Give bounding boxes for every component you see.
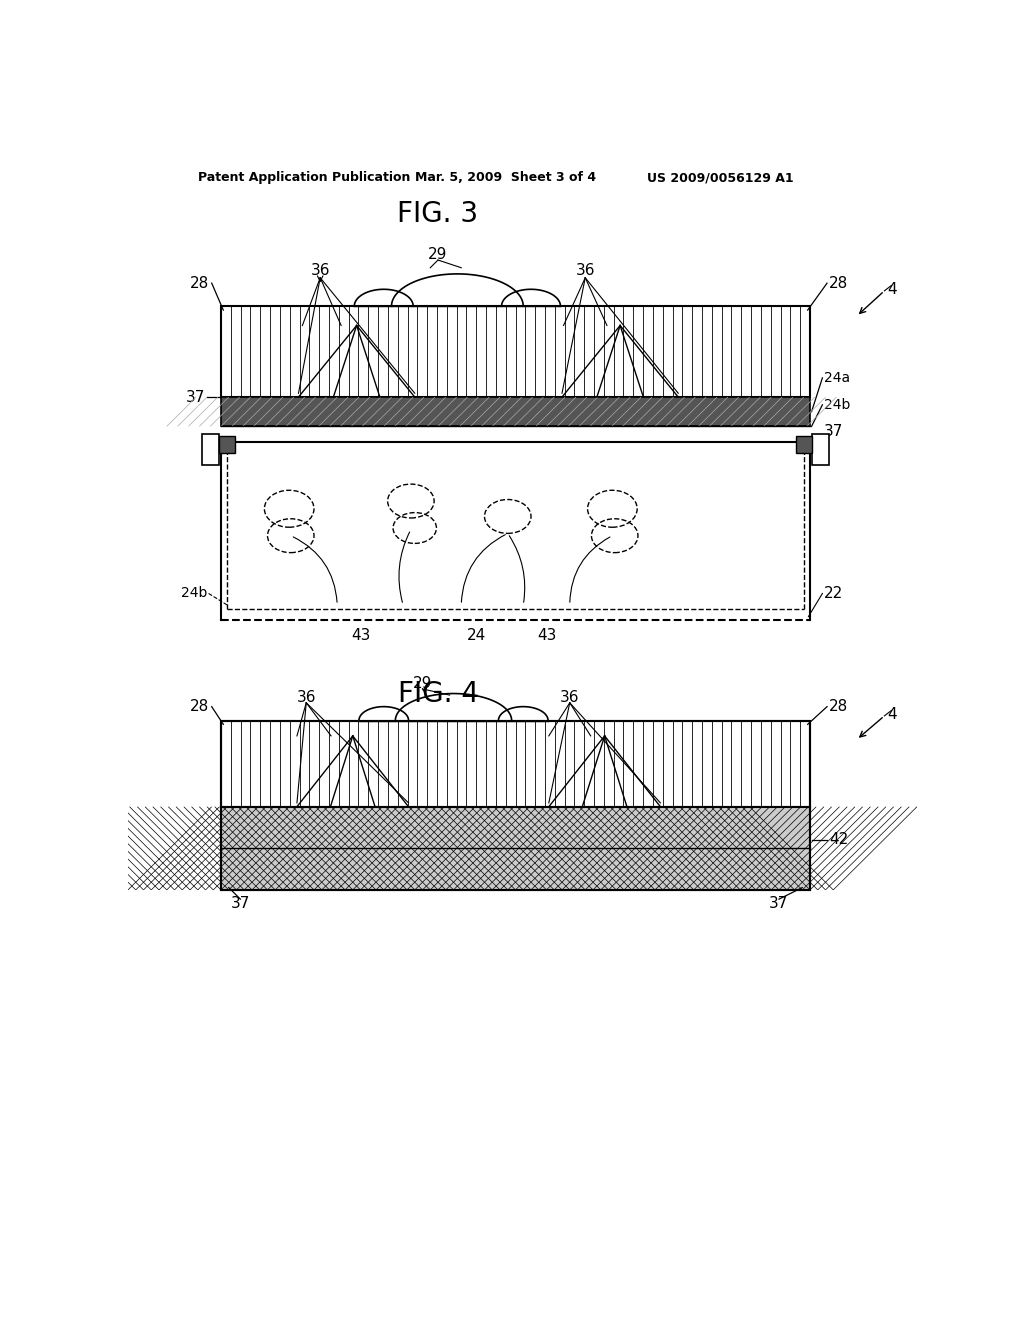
Text: 36: 36	[310, 263, 330, 277]
Text: 28: 28	[190, 700, 209, 714]
Text: 28: 28	[829, 276, 849, 290]
Bar	[812, 434, 828, 465]
Text: US 2009/0056129 A1: US 2009/0056129 A1	[647, 172, 794, 185]
Bar	[796, 437, 812, 453]
Text: 37: 37	[186, 389, 206, 405]
Text: 36: 36	[297, 690, 316, 705]
Text: 4: 4	[888, 281, 897, 297]
Bar	[203, 434, 219, 465]
Text: FIG. 3: FIG. 3	[397, 199, 478, 228]
Text: 36: 36	[575, 263, 595, 277]
Text: 24a: 24a	[824, 371, 850, 385]
Bar	[221, 306, 810, 397]
Text: 43: 43	[351, 628, 371, 643]
Text: 29: 29	[428, 247, 447, 263]
Text: FIG. 4: FIG. 4	[397, 680, 478, 708]
Text: 36: 36	[560, 690, 580, 705]
Text: 37: 37	[824, 424, 844, 440]
Bar	[221, 397, 810, 426]
Text: Patent Application Publication: Patent Application Publication	[198, 172, 411, 185]
Text: 29: 29	[413, 676, 432, 692]
Text: 4: 4	[888, 706, 897, 722]
Bar	[221, 721, 810, 807]
Text: 28: 28	[190, 276, 209, 290]
Text: 24: 24	[467, 628, 486, 643]
Text: Mar. 5, 2009  Sheet 3 of 4: Mar. 5, 2009 Sheet 3 of 4	[415, 172, 596, 185]
Text: 24b: 24b	[180, 586, 207, 601]
Text: 43: 43	[537, 628, 556, 643]
Text: 37: 37	[769, 896, 788, 911]
Bar	[221, 721, 810, 890]
Text: 42: 42	[829, 833, 849, 847]
Text: 22: 22	[824, 586, 843, 601]
Text: 28: 28	[829, 700, 849, 714]
Text: 24b: 24b	[824, 397, 850, 412]
Text: 37: 37	[230, 896, 250, 911]
Bar	[221, 807, 810, 890]
Bar	[219, 437, 234, 453]
